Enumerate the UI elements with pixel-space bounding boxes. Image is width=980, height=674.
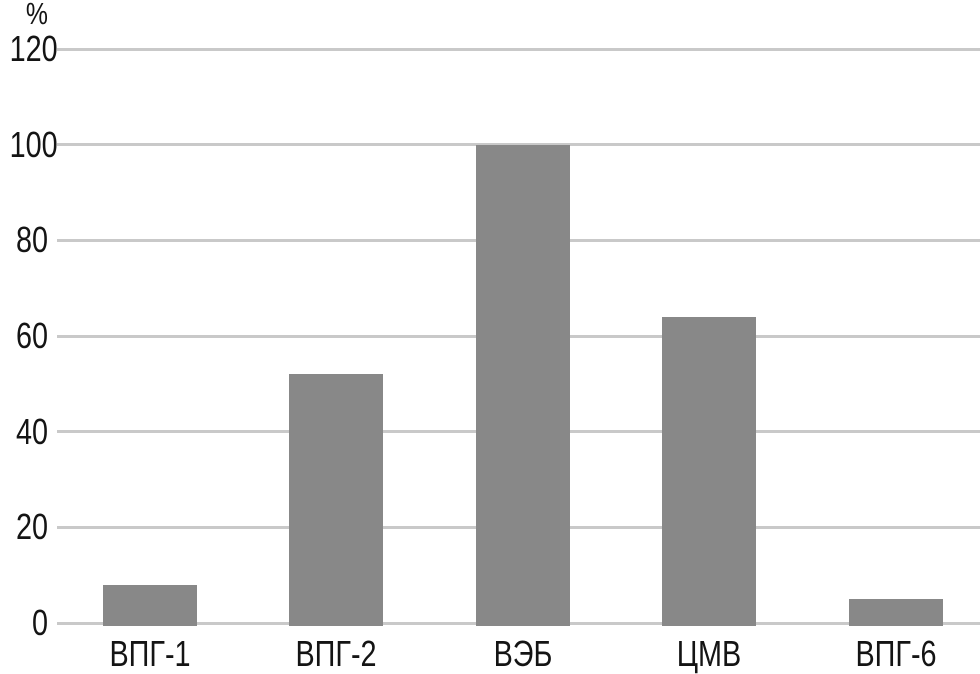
bar: [103, 585, 197, 626]
y-tick-label: 0: [31, 602, 48, 643]
gridline: [57, 143, 980, 146]
bar: [476, 145, 570, 626]
x-axis-label: ВПГ-1: [109, 633, 191, 674]
gridline: [57, 48, 980, 51]
y-tick-label: 100: [9, 124, 58, 165]
bar: [289, 374, 383, 626]
bar: [849, 599, 943, 626]
y-tick-label: 80: [15, 219, 49, 260]
x-axis-label: ВПГ-2: [295, 633, 377, 674]
y-tick-label: 60: [15, 315, 49, 356]
x-axis-label: ВПГ-6: [855, 633, 937, 674]
y-tick-label: 40: [15, 411, 49, 452]
bar: [662, 317, 756, 626]
y-tick-label: 20: [15, 506, 49, 547]
y-axis-unit-label: %: [25, 0, 48, 31]
x-axis-label: ВЭБ: [493, 633, 553, 674]
y-tick-label: 120: [9, 28, 58, 69]
x-axis-label: ЦМВ: [676, 633, 742, 674]
